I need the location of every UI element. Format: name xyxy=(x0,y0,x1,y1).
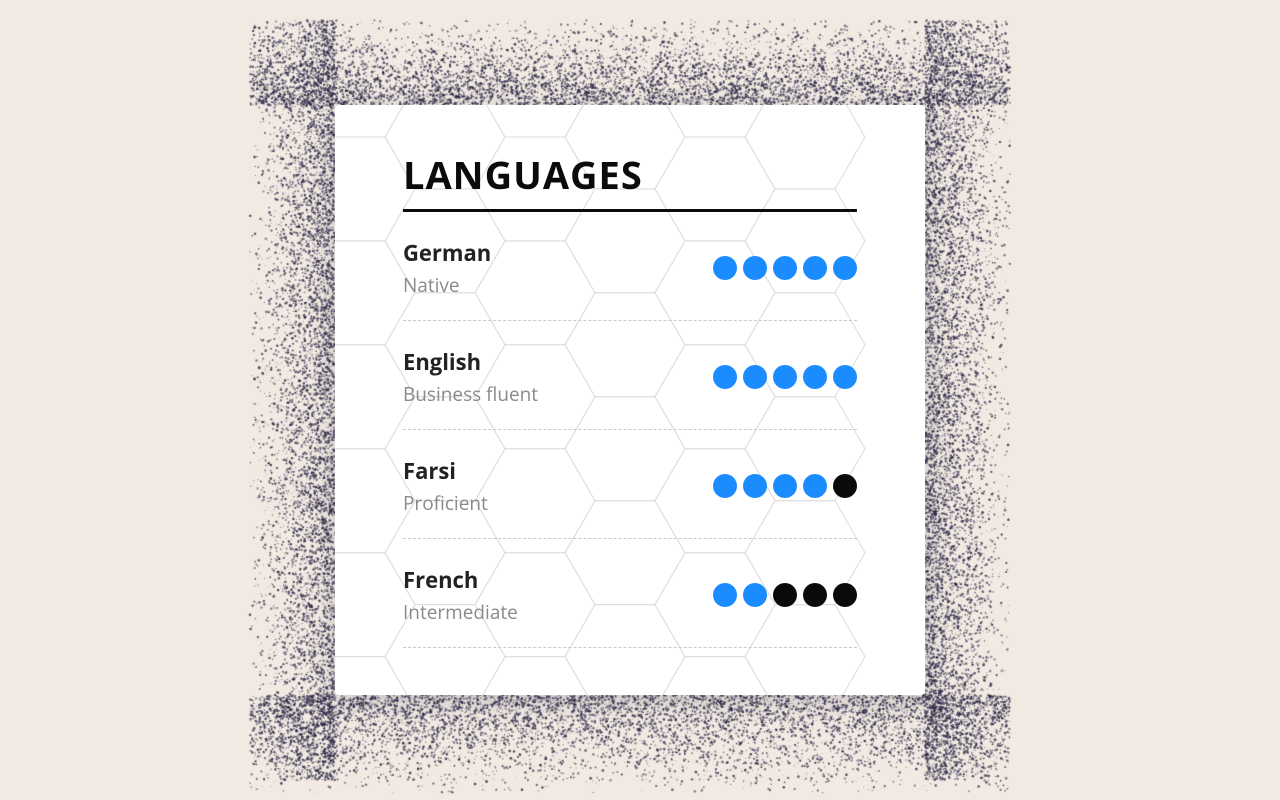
dot-filled-icon xyxy=(833,256,857,280)
proficiency-dots xyxy=(713,256,857,280)
language-info: French Intermediate xyxy=(403,565,518,625)
dot-filled-icon xyxy=(743,256,767,280)
proficiency-dots xyxy=(713,365,857,389)
dot-filled-icon xyxy=(803,365,827,389)
languages-card: LANGUAGES German Native English Business fl… xyxy=(335,105,925,695)
language-name: French xyxy=(403,565,518,595)
dot-filled-icon xyxy=(743,474,767,498)
dot-filled-icon xyxy=(713,583,737,607)
language-level: Proficient xyxy=(403,490,488,516)
dot-filled-icon xyxy=(833,365,857,389)
section-title: LANGUAGES xyxy=(403,149,857,212)
proficiency-dots xyxy=(713,474,857,498)
language-row: French Intermediate xyxy=(403,539,857,648)
dot-filled-icon xyxy=(743,365,767,389)
card-content: LANGUAGES German Native English Business fl… xyxy=(403,149,857,648)
dot-filled-icon xyxy=(713,256,737,280)
dot-filled-icon xyxy=(773,474,797,498)
language-list: German Native English Business fluent Farsi P… xyxy=(403,212,857,648)
dot-filled-icon xyxy=(773,256,797,280)
language-name: German xyxy=(403,238,491,268)
proficiency-dots xyxy=(713,583,857,607)
dot-empty-icon xyxy=(833,583,857,607)
language-row: Farsi Proficient xyxy=(403,430,857,539)
language-row: English Business fluent xyxy=(403,321,857,430)
language-info: Farsi Proficient xyxy=(403,456,488,516)
dot-filled-icon xyxy=(773,365,797,389)
language-level: Intermediate xyxy=(403,599,518,625)
dot-filled-icon xyxy=(803,256,827,280)
dot-empty-icon xyxy=(773,583,797,607)
language-level: Native xyxy=(403,272,491,298)
language-name: Farsi xyxy=(403,456,488,486)
language-name: English xyxy=(403,347,538,377)
language-row: German Native xyxy=(403,212,857,321)
dot-empty-icon xyxy=(833,474,857,498)
dot-filled-icon xyxy=(713,365,737,389)
dot-filled-icon xyxy=(713,474,737,498)
dot-filled-icon xyxy=(743,583,767,607)
dot-filled-icon xyxy=(803,474,827,498)
language-level: Business fluent xyxy=(403,381,538,407)
language-info: German Native xyxy=(403,238,491,298)
dot-empty-icon xyxy=(803,583,827,607)
language-info: English Business fluent xyxy=(403,347,538,407)
